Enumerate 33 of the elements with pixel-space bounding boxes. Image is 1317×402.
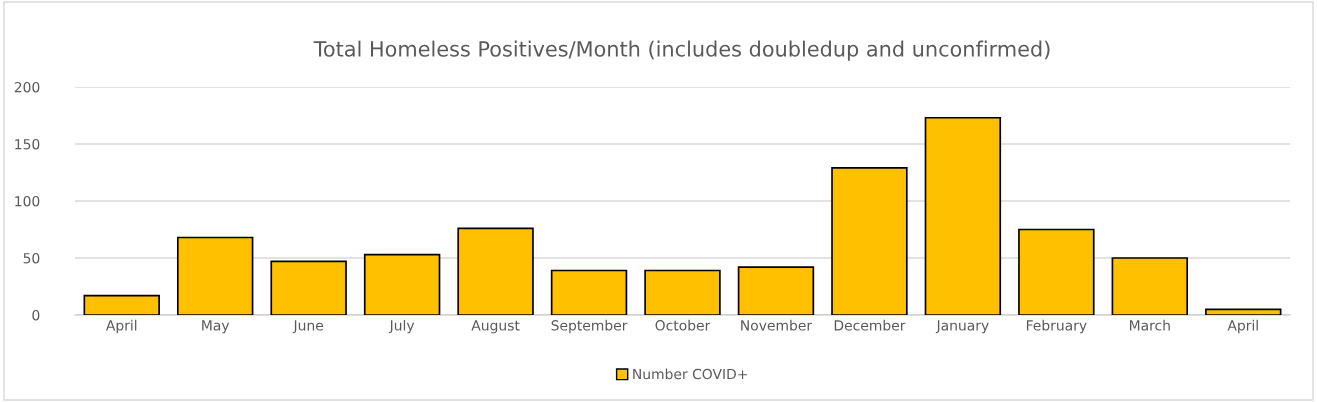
x-tick-label: April <box>105 319 137 334</box>
bar <box>1018 228 1095 315</box>
legend-label: Number COVID+ <box>633 368 747 380</box>
y-tick-label: 200 <box>14 81 40 93</box>
bar <box>457 227 534 315</box>
y-tick-label: 50 <box>23 252 40 264</box>
x-tick-label: July <box>388 319 415 334</box>
bar <box>831 167 908 315</box>
x-tick-label: January <box>935 320 989 334</box>
x-tick-label: April <box>1227 319 1258 334</box>
x-tick-label: September <box>551 319 628 334</box>
x-tick-label: February <box>1026 319 1087 334</box>
bar <box>176 236 254 315</box>
x-tick-label: June <box>292 320 324 334</box>
bar <box>924 116 1002 315</box>
bar <box>644 269 721 315</box>
x-tick-label: May <box>202 320 230 334</box>
bar <box>737 266 815 315</box>
x-tick-label: August <box>471 320 520 334</box>
x-tick-label: October <box>655 319 711 331</box>
bar <box>83 294 160 315</box>
bar <box>550 269 628 315</box>
bar <box>1111 257 1189 315</box>
y-tick-label: 0 <box>32 309 40 321</box>
bar <box>270 260 347 315</box>
x-tick-label: December <box>834 319 906 331</box>
x-tick-label: March <box>1130 319 1170 331</box>
bar <box>1205 308 1282 315</box>
chart-title: Total Homeless Positives/Month (includes doubledup and unconfirmed) <box>313 40 1050 61</box>
y-tick-label: 150 <box>15 138 40 150</box>
y-tick-label: 100 <box>15 195 40 207</box>
bar <box>363 253 441 315</box>
x-tick-label: November <box>741 319 813 331</box>
